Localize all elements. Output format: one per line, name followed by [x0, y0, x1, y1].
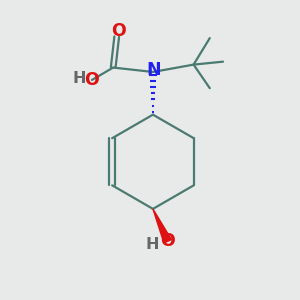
Polygon shape: [153, 209, 171, 243]
Text: N: N: [147, 61, 161, 80]
Text: O: O: [111, 22, 126, 40]
Text: O: O: [85, 71, 99, 89]
Text: H: H: [73, 71, 86, 86]
Text: H: H: [146, 237, 159, 252]
Text: O: O: [160, 232, 175, 250]
